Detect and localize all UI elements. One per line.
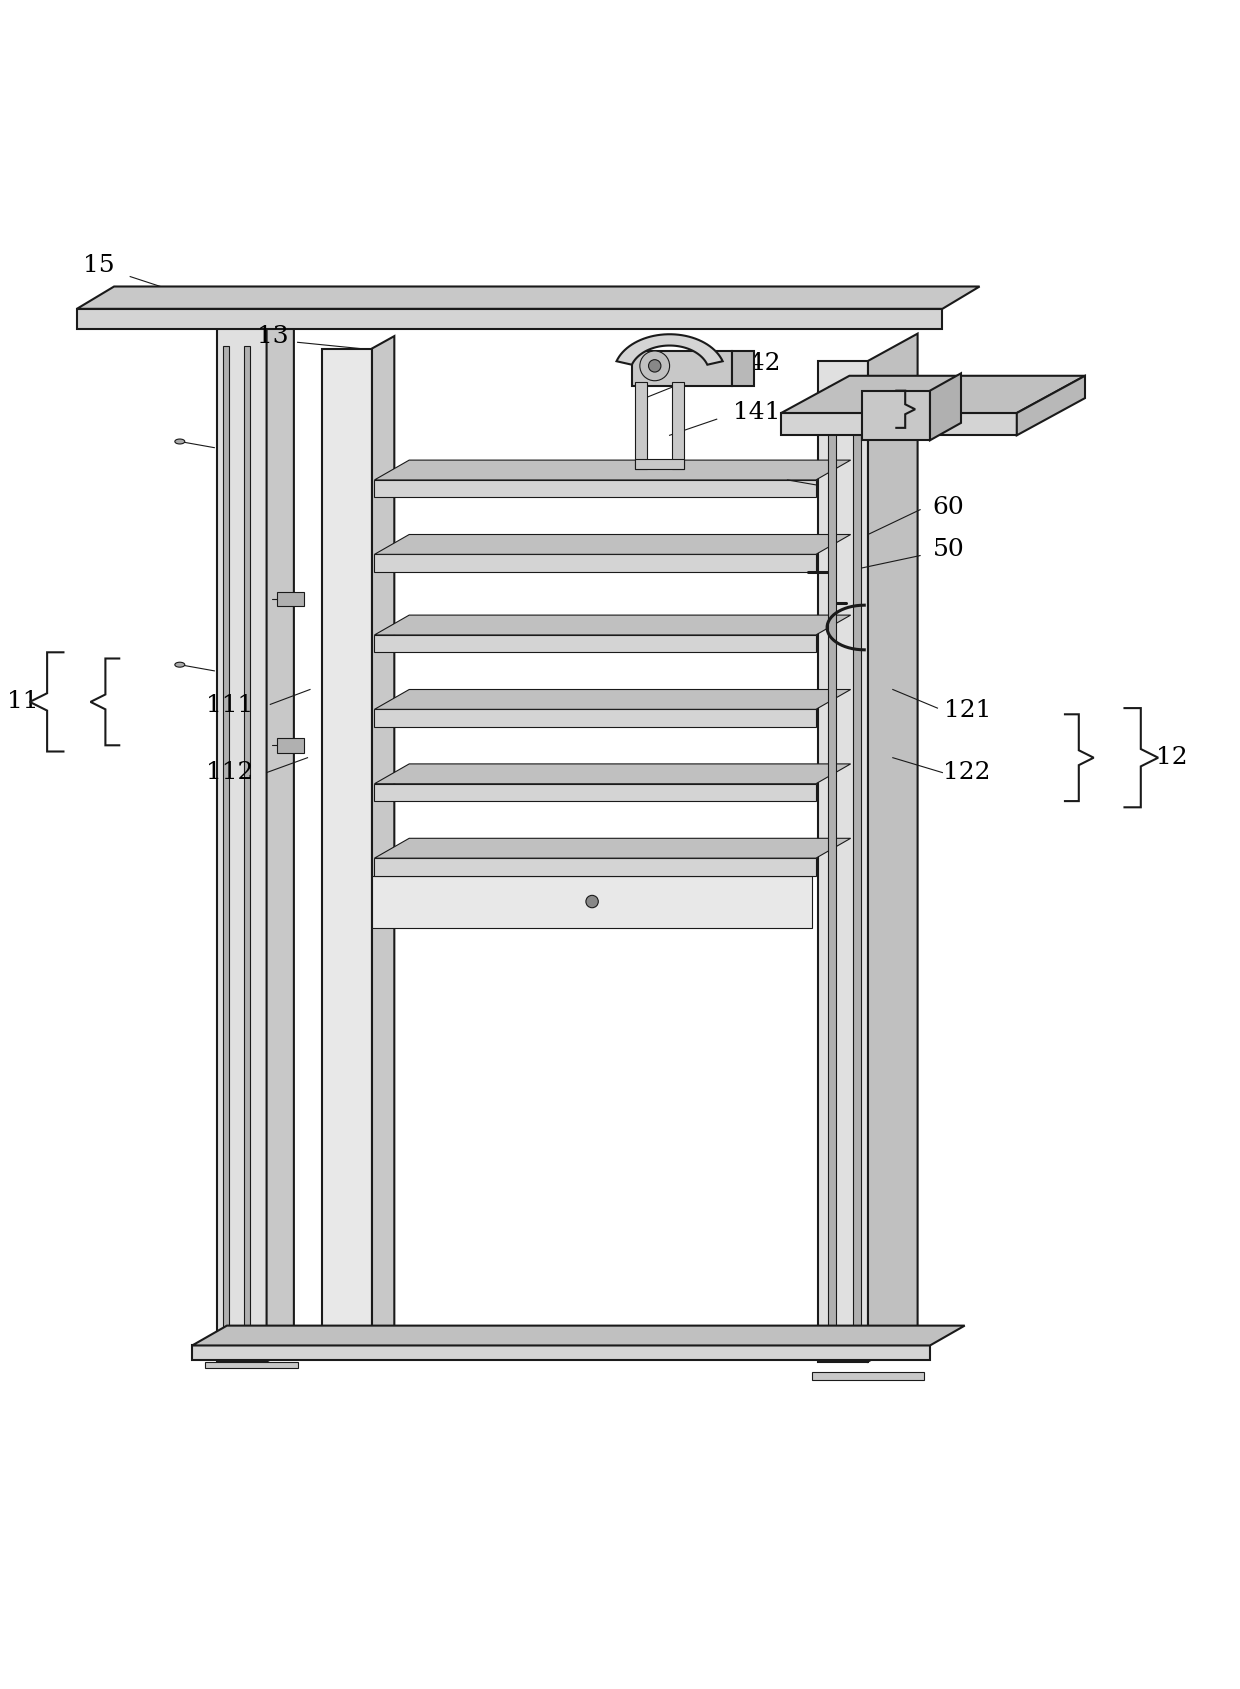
Polygon shape [267,306,294,1361]
Polygon shape [192,1326,965,1346]
Circle shape [640,351,670,380]
Bar [277,591,304,606]
Polygon shape [930,373,961,441]
Text: 111: 111 [206,694,253,718]
Polygon shape [77,287,980,309]
Text: 13: 13 [257,324,289,348]
Text: 12: 12 [1156,747,1188,768]
Circle shape [585,895,599,907]
Polygon shape [374,459,851,480]
Polygon shape [672,382,684,470]
Polygon shape [1017,375,1085,436]
Polygon shape [374,534,851,554]
Polygon shape [635,459,684,470]
Polygon shape [192,1346,930,1360]
Polygon shape [322,348,372,1353]
Text: 60: 60 [932,495,965,519]
Text: 50: 50 [932,537,965,561]
Polygon shape [372,875,812,927]
Polygon shape [616,334,723,365]
Polygon shape [635,382,647,470]
Text: 142: 142 [733,351,780,375]
Polygon shape [374,858,816,875]
Ellipse shape [175,439,185,444]
Text: 15: 15 [83,253,115,277]
Text: 112: 112 [206,762,253,784]
Polygon shape [205,1361,298,1368]
Polygon shape [374,554,816,571]
Polygon shape [812,1371,924,1380]
Polygon shape [862,390,930,441]
Polygon shape [868,334,918,1361]
Polygon shape [781,375,1085,414]
Polygon shape [732,351,754,385]
Circle shape [649,360,661,372]
Polygon shape [374,784,816,801]
Text: 14: 14 [920,397,952,419]
Text: 141: 141 [733,402,780,424]
Polygon shape [374,480,816,497]
Polygon shape [374,689,851,709]
Polygon shape [217,321,267,1361]
Polygon shape [828,385,836,1336]
Polygon shape [77,309,942,329]
Polygon shape [374,635,816,652]
Polygon shape [244,346,250,1336]
Text: 122: 122 [944,762,991,784]
Polygon shape [853,385,861,1336]
Polygon shape [223,346,229,1336]
Polygon shape [374,709,816,726]
Polygon shape [818,361,868,1361]
Polygon shape [374,615,851,635]
Polygon shape [781,414,1017,436]
Polygon shape [632,351,732,385]
Text: 121: 121 [944,699,991,723]
Polygon shape [374,838,851,858]
Ellipse shape [175,662,185,667]
Text: 11: 11 [6,691,38,713]
Bar [277,738,304,753]
Polygon shape [372,336,394,1353]
Polygon shape [374,763,851,784]
